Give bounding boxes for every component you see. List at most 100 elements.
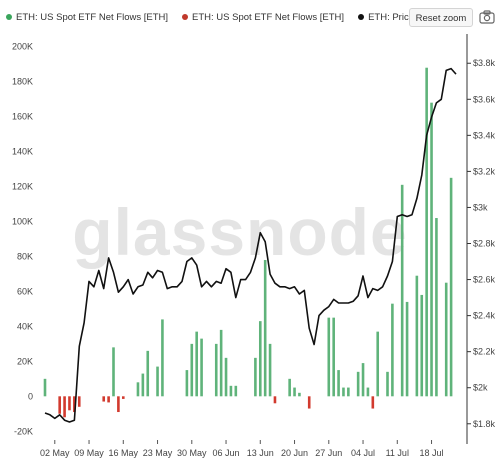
inflow-bar — [141, 373, 145, 397]
outflow-bar — [107, 396, 110, 403]
inflow-bar — [347, 387, 350, 397]
x-tick-label: 09 May — [74, 448, 104, 458]
inflow-bar — [435, 218, 438, 397]
y-left-tick-label: -20K — [14, 426, 33, 436]
outflow-bar — [102, 396, 106, 402]
outflow-bar — [121, 396, 125, 399]
outflow-bar — [68, 396, 71, 411]
inflow-bar — [288, 378, 291, 397]
inflow-bar — [376, 331, 380, 397]
y-right-tick-label: $3.2k — [473, 166, 496, 176]
y-right-tick-label: $2k — [473, 383, 488, 393]
inflow-bar — [112, 347, 115, 397]
legend-label-price: ETH: Price [USD] — [368, 11, 442, 23]
x-tick-label: 13 Jun — [247, 448, 274, 458]
y-right-tick-label: $1.8k — [473, 419, 496, 429]
inflow-bar — [190, 343, 194, 397]
inflow-bar — [342, 387, 345, 397]
inflow-bar — [136, 382, 140, 397]
camera-icon[interactable] — [479, 10, 495, 24]
inflow-bar — [449, 177, 453, 397]
x-tick-label: 06 Jun — [213, 448, 240, 458]
y-left-tick-label: 180K — [12, 77, 33, 87]
y-right-tick-label: $3k — [473, 202, 488, 212]
inflow-bar — [327, 317, 331, 397]
y-right-tick-label: $3.8k — [473, 58, 496, 68]
legend-swatch-inflows — [6, 14, 12, 20]
legend-item-inflows[interactable]: ETH: US Spot ETF Net Flows [ETH] — [6, 12, 168, 23]
legend-swatch-outflows — [182, 14, 189, 20]
inflow-bar — [386, 371, 389, 397]
outflow-bar — [117, 396, 120, 413]
legend-label-outflows: ETH: US Spot ETF Net Flows [ETH] — [192, 11, 345, 23]
inflow-bar — [420, 294, 424, 397]
y-left-tick-label: 120K — [12, 182, 33, 192]
y-left-tick-label: 60K — [17, 286, 33, 296]
x-tick-label: 18 Jul — [420, 448, 444, 458]
inflow-bar — [332, 317, 335, 397]
inflow-bar — [43, 378, 47, 397]
legend-label-inflows: ETH: US Spot ETF Net Flows [ETH] — [16, 11, 169, 23]
inflow-bar — [361, 363, 365, 397]
y-right-tick-label: $2.6k — [473, 275, 496, 285]
y-left-tick-label: 160K — [12, 112, 33, 122]
axes-layer: 200K 180K 160K 140K 120K 100K 80K 60K 40K 20K 0 -20… — [12, 34, 496, 458]
y-left-tick-label: 140K — [12, 147, 33, 157]
bar-layer — [43, 67, 453, 418]
y-left-tick-label: 100K — [12, 217, 33, 227]
inflow-bar — [415, 275, 419, 397]
x-tick-label: 23 May — [143, 448, 173, 458]
outflow-bar — [77, 396, 81, 407]
price-line — [44, 67, 457, 423]
inflow-bar — [298, 392, 301, 397]
inflow-bar — [425, 67, 428, 397]
outflow-bar — [73, 396, 76, 413]
inflow-bar — [366, 387, 370, 397]
inflow-bar — [254, 357, 257, 397]
inflow-bar — [263, 259, 267, 397]
legend-item-outflows[interactable]: ETH: US Spot ETF Net Flows [ETH] — [182, 12, 344, 23]
inflow-bar — [234, 385, 238, 397]
x-tick-label: 02 May — [40, 448, 70, 458]
inflow-bar — [229, 385, 233, 397]
y-left-tick-label: 0 — [28, 391, 33, 401]
x-tick-label: 11 Jul — [386, 448, 409, 458]
x-tick-label: 16 May — [109, 448, 139, 458]
inflow-bar — [337, 370, 340, 397]
outflow-bar — [307, 396, 311, 409]
x-tick-label: 27 Jun — [315, 448, 342, 458]
outflow-bar — [58, 396, 61, 414]
reset-zoom-button[interactable]: Reset zoom — [409, 8, 473, 27]
legend-swatch-price — [358, 14, 365, 20]
inflow-bar — [400, 184, 404, 397]
inflow-bar — [156, 366, 159, 397]
y-left-tick-label: 80K — [17, 251, 33, 261]
inflow-bar — [161, 319, 164, 397]
inflow-bar — [195, 331, 198, 397]
inflow-bar — [444, 282, 448, 397]
inflow-bar — [219, 329, 223, 397]
inflow-bar — [293, 387, 296, 397]
chart-legend: ETH: US Spot ETF Net Flows [ETH] ETH: US… — [6, 8, 456, 26]
x-tick-label: 30 May — [177, 448, 207, 458]
inflow-bar — [224, 357, 228, 397]
inflow-bar — [185, 370, 189, 397]
x-tick-label: 04 Jul — [351, 448, 375, 458]
outflow-bar — [63, 396, 66, 418]
inflow-bar — [430, 102, 433, 397]
inflow-bar — [391, 303, 394, 397]
watermark: glassnode — [72, 195, 407, 269]
inflow-bar — [146, 350, 150, 397]
inflow-bar — [268, 343, 272, 397]
y-right-tick-label: $3.6k — [473, 94, 496, 104]
x-tick-label: 20 Jun — [281, 448, 308, 458]
y-right-tick-label: $2.4k — [473, 311, 496, 321]
inflow-bar — [214, 343, 218, 397]
y-right-tick-label: $3.4k — [473, 130, 496, 140]
inflow-bar — [258, 321, 262, 397]
y-right-tick-label: $2.8k — [473, 239, 496, 249]
outflow-bar — [371, 396, 375, 409]
y-left-tick-label: 40K — [17, 321, 33, 331]
legend-item-price[interactable]: ETH: Price [USD] — [358, 12, 442, 23]
